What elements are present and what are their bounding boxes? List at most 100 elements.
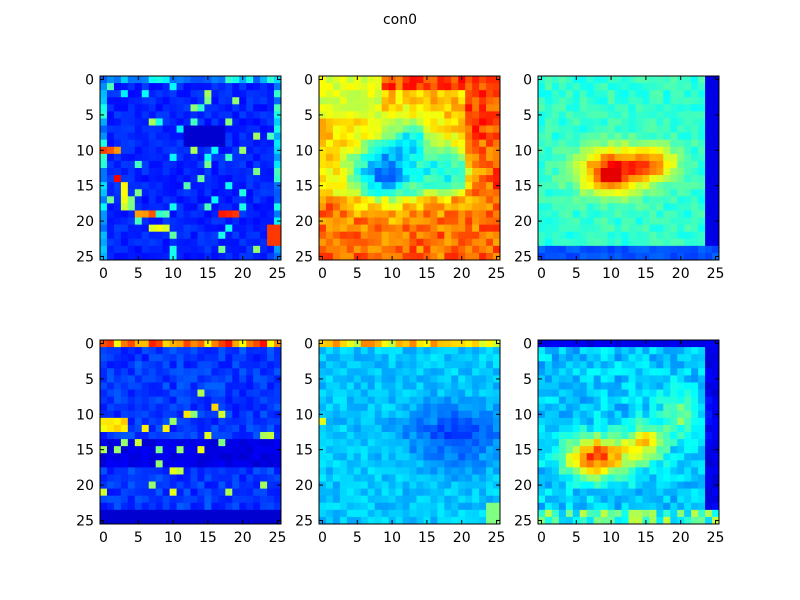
heatmap-cell	[190, 502, 198, 511]
heatmap-cell	[444, 203, 452, 211]
heatmap-cell	[176, 474, 184, 482]
heatmap-cell	[458, 224, 466, 233]
heatmap-cell	[479, 340, 487, 348]
heatmap-cell	[649, 83, 657, 91]
heatmap-cell	[691, 111, 699, 119]
heatmap-cell	[148, 175, 157, 183]
heatmap-cell	[162, 175, 171, 183]
heatmap-cell	[486, 76, 494, 84]
heatmap-cell	[565, 509, 574, 518]
heatmap-cell	[120, 453, 129, 461]
heatmap-cell	[691, 389, 699, 398]
heatmap-cell	[141, 446, 150, 454]
heatmap-cell	[176, 76, 184, 84]
heatmap-cell	[253, 132, 261, 141]
heatmap-cell	[416, 509, 424, 518]
heatmap-cell	[698, 224, 706, 233]
heatmap-cell	[120, 245, 129, 254]
heatmap-cell	[423, 90, 431, 98]
heatmap-cell	[614, 446, 622, 454]
heatmap-cell	[197, 375, 205, 383]
heatmap-cell	[319, 424, 327, 433]
heatmap-cell	[649, 516, 657, 525]
heatmap-cell	[218, 424, 226, 433]
heatmap-cell	[332, 210, 341, 218]
heatmap-cell	[486, 189, 494, 197]
heatmap-cell	[197, 453, 205, 461]
heatmap-cell	[374, 516, 383, 525]
heatmap-cell	[472, 439, 480, 447]
heatmap-cell	[253, 516, 261, 525]
heatmap-cell	[127, 238, 136, 247]
heatmap-cell	[551, 417, 560, 426]
heatmap-cell	[381, 97, 390, 105]
heatmap-cell	[395, 410, 403, 419]
heatmap-cell	[493, 203, 501, 211]
heatmap-cell	[197, 354, 205, 362]
heatmap-cell	[274, 132, 282, 141]
heatmap-cell	[267, 509, 275, 518]
heatmap-cell	[113, 97, 122, 105]
heatmap-cell	[113, 168, 122, 176]
heatmap-cell	[600, 382, 609, 390]
heatmap-cell	[465, 76, 473, 84]
heatmap-cell	[388, 97, 396, 105]
heatmap-cell	[360, 196, 369, 204]
heatmap-cell	[253, 252, 261, 261]
heatmap-cell	[677, 175, 685, 183]
heatmap-cell	[360, 146, 369, 155]
heatmap-cell	[565, 104, 574, 112]
heatmap-cell	[430, 474, 438, 482]
heatmap-cell	[691, 488, 699, 497]
heatmap-cell	[684, 224, 692, 233]
heatmap-cell	[593, 231, 602, 240]
heatmap-cell	[239, 153, 247, 162]
heatmap-cell	[353, 467, 362, 475]
heatmap-cell	[670, 160, 678, 169]
heatmap-cell	[642, 132, 650, 141]
heatmap-cell	[663, 481, 671, 490]
heatmap-cell	[325, 382, 334, 390]
heatmap-cell	[656, 439, 664, 447]
heatmap-cell	[183, 439, 191, 447]
heatmap-cell	[544, 217, 553, 226]
heatmap-cell	[204, 203, 212, 211]
heatmap-cell	[486, 196, 494, 204]
heatmap-cell	[339, 488, 348, 497]
heatmap-cell	[218, 210, 226, 218]
heatmap-cell	[155, 509, 164, 518]
heatmap-cell	[120, 97, 129, 105]
heatmap-cell	[155, 252, 164, 261]
heatmap-cell	[190, 97, 198, 105]
heatmap-cell	[565, 139, 574, 148]
x-tick-label: 0	[99, 530, 108, 546]
heatmap-cell	[169, 125, 177, 134]
heatmap-cell	[472, 368, 480, 376]
heatmap-cell	[253, 97, 261, 105]
heatmap-cell	[190, 340, 198, 348]
heatmap-cell	[225, 382, 233, 390]
heatmap-cell	[148, 245, 157, 254]
heatmap-cell	[572, 389, 581, 398]
heatmap-cell	[593, 125, 602, 134]
heatmap-cell	[127, 509, 136, 518]
heatmap-cell	[190, 368, 198, 376]
heatmap-cell	[113, 146, 122, 155]
heatmap-cell	[416, 417, 424, 426]
heatmap-cell	[649, 196, 657, 204]
heatmap-cell	[551, 160, 560, 169]
heatmap-cell	[339, 76, 348, 84]
heatmap-cell	[260, 389, 268, 398]
heatmap-cell	[127, 410, 136, 419]
heatmap-cell	[437, 460, 445, 468]
heatmap-cell	[155, 97, 164, 105]
heatmap-cell	[607, 495, 615, 504]
x-tick-label: 0	[99, 266, 108, 282]
heatmap-cell	[239, 389, 247, 398]
heatmap-cell	[409, 340, 417, 348]
heatmap-cell	[628, 146, 636, 155]
heatmap-cell	[565, 196, 574, 204]
heatmap-cell	[395, 439, 403, 447]
heatmap-cell	[465, 238, 473, 247]
heatmap-cell	[197, 446, 205, 454]
